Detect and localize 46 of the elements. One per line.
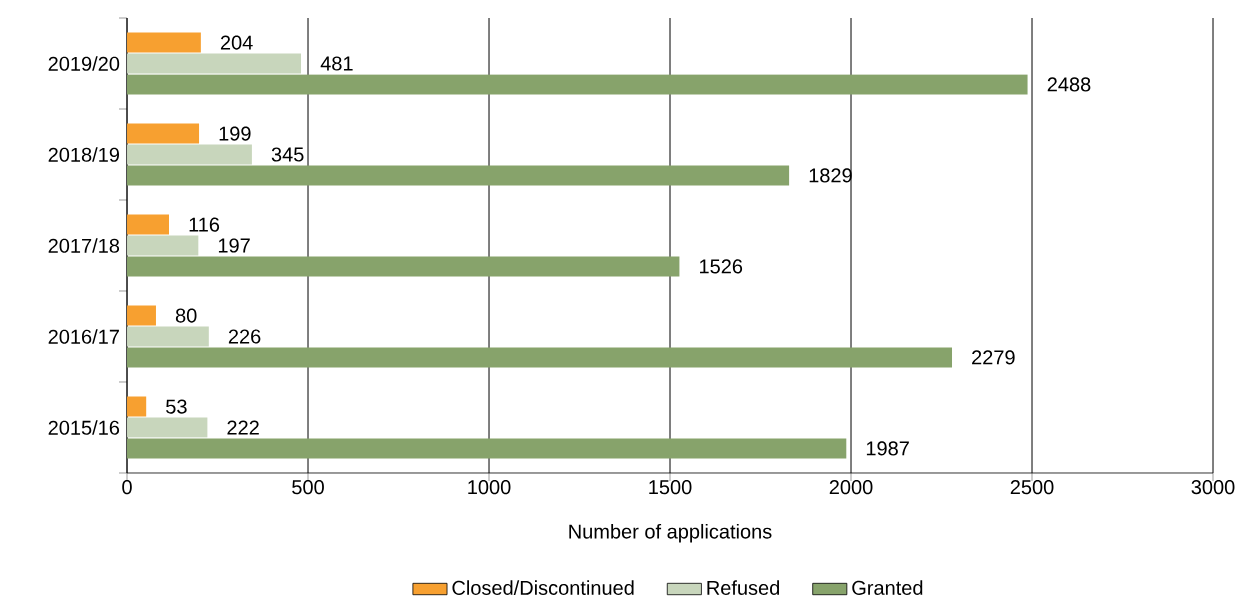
data-label: 1987 — [866, 441, 909, 456]
data-label: 204 — [220, 35, 253, 50]
data-label: 80 — [175, 308, 197, 323]
bar — [127, 326, 209, 347]
data-label: 199 — [219, 126, 251, 141]
x-tick-label: 2500 — [1010, 480, 1054, 495]
y-tick-label: 2019/20 — [48, 56, 120, 71]
bar — [127, 53, 302, 74]
x-tick-label: 2000 — [829, 480, 873, 495]
data-label: 116 — [189, 217, 220, 232]
bar — [127, 32, 201, 53]
data-label: 197 — [218, 238, 250, 253]
data-label: 222 — [227, 420, 259, 435]
bar — [127, 305, 156, 326]
data-label: 481 — [320, 56, 353, 71]
bar — [127, 235, 199, 256]
data-label: 2279 — [972, 350, 1015, 365]
legend-label: Closed/Discontinued — [452, 580, 634, 595]
x-tick-label: 500 — [292, 480, 324, 495]
legend-label: Refused — [707, 580, 780, 595]
bar — [127, 214, 169, 235]
y-tick-label: 2017/18 — [48, 238, 120, 253]
bar — [127, 256, 680, 277]
data-label: 345 — [271, 147, 304, 162]
x-tick-label: 0 — [122, 480, 132, 495]
data-label: 1526 — [700, 259, 743, 274]
x-tick-label: 1000 — [468, 480, 511, 495]
data-label: 1829 — [809, 168, 852, 183]
bar — [127, 347, 953, 368]
bar — [127, 123, 200, 144]
x-tick-label: 3000 — [1191, 480, 1235, 495]
data-label: 53 — [166, 399, 187, 414]
x-axis-title: Number of applications — [569, 523, 772, 543]
y-tick-label: 2015/16 — [48, 420, 120, 435]
bar — [127, 74, 1028, 95]
bar — [127, 417, 208, 438]
data-label: 226 — [228, 329, 261, 344]
y-tick-label: 2016/17 — [48, 329, 119, 344]
x-tick-label: 1500 — [649, 480, 692, 495]
bar — [127, 438, 847, 459]
legend-label: Granted — [852, 580, 923, 595]
bar — [127, 144, 252, 165]
data-label: 2488 — [1047, 77, 1091, 92]
bar — [127, 396, 147, 417]
bar — [127, 165, 790, 186]
y-tick-label: 2018/19 — [48, 147, 119, 162]
